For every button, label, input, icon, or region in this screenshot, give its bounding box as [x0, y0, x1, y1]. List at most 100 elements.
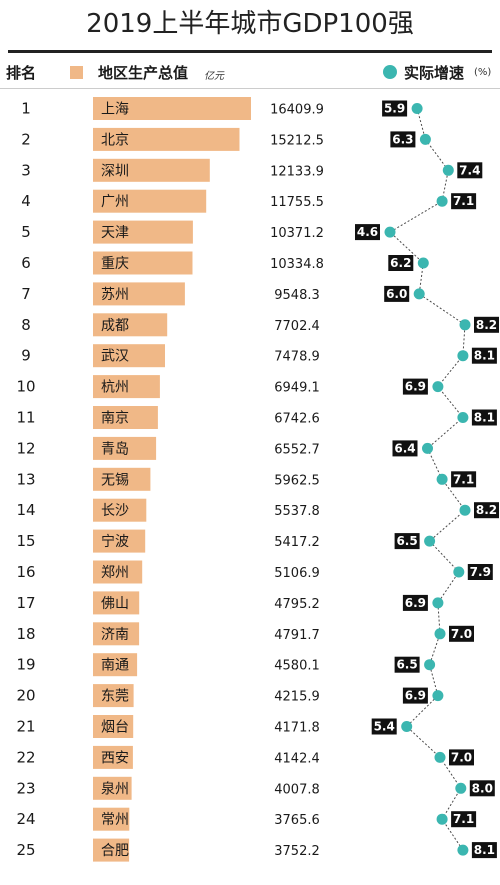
growth-value-label: 7.1: [453, 194, 474, 208]
growth-value-label: 6.2: [390, 256, 411, 270]
city-label: 东莞: [101, 689, 129, 705]
growth-value-label: 7.4: [459, 163, 480, 177]
growth-value-badge: [474, 502, 499, 519]
rank-label: 18: [16, 625, 35, 643]
rank-label: 1: [21, 100, 31, 118]
rank-label: 12: [16, 439, 35, 457]
gdp-value-label: 15212.5: [270, 133, 324, 148]
city-label: 泉州: [101, 780, 129, 797]
growth-value-badge: [451, 811, 477, 828]
growth-value-label: 6.5: [396, 658, 417, 672]
header-rule: [0, 88, 500, 89]
gdp-value-label: 12133.9: [270, 164, 324, 179]
rank-label: 22: [16, 748, 35, 766]
rank-label: 14: [16, 501, 35, 519]
gdp-bar: [93, 97, 251, 120]
city-label: 成都: [101, 318, 129, 334]
gdp-bar: [93, 158, 210, 182]
growth-value-badge: [402, 687, 428, 704]
city-label: 深圳: [101, 163, 129, 179]
gdp-bar: [93, 313, 168, 337]
rank-label: 20: [16, 687, 35, 705]
growth-dot: [436, 813, 448, 825]
city-label: 长沙: [101, 503, 129, 519]
rank-label: 16: [16, 563, 35, 581]
gdp-bar: [93, 498, 147, 522]
gdp-value-label: 4580.1: [274, 659, 320, 674]
growth-value-label: 8.2: [476, 318, 497, 332]
gdp-bar: [93, 715, 134, 738]
rank-label: 6: [21, 254, 31, 272]
growth-dot: [436, 473, 448, 485]
growth-value-label: 6.9: [405, 380, 426, 394]
gdp-value-label: 6552.7: [274, 442, 320, 457]
city-label: 重庆: [101, 256, 129, 272]
gdp-unit-label: 亿元: [204, 71, 224, 82]
gdp-value-label: 5537.8: [274, 504, 320, 519]
growth-value-badge: [355, 224, 380, 241]
growth-dot: [434, 628, 446, 640]
growth-dot: [424, 535, 436, 547]
growth-value-badge: [457, 162, 483, 179]
growth-dot: [459, 319, 471, 331]
growth-dot: [453, 566, 465, 578]
gdp-bar: [93, 406, 158, 429]
growth-value-label: 8.1: [474, 411, 495, 425]
rank-label: 4: [21, 192, 31, 210]
title-rule: [8, 50, 492, 53]
growth-dot: [422, 442, 433, 454]
growth-dot: [455, 782, 467, 794]
growth-value-badge: [394, 533, 420, 550]
growth-dot: [413, 288, 425, 300]
city-label: 常州: [101, 812, 129, 828]
growth-value-badge: [449, 749, 474, 766]
growth-dot: [424, 659, 436, 671]
rank-label: 10: [16, 378, 35, 396]
city-label: 苏州: [101, 287, 129, 303]
growth-value-label: 6.9: [405, 689, 426, 703]
gdp-value-label: 6742.6: [274, 412, 320, 427]
rank-label: 11: [16, 409, 35, 427]
gdp-value-label: 7478.9: [274, 350, 320, 365]
growth-value-label: 8.1: [474, 843, 495, 857]
growth-value-label: 8.2: [476, 503, 497, 517]
growth-value-label: 5.4: [374, 720, 395, 734]
growth-value-label: 6.3: [392, 132, 413, 146]
growth-value-label: 6.9: [405, 596, 426, 610]
gdp-value-label: 4171.8: [274, 721, 320, 736]
growth-value-badge: [469, 780, 495, 797]
growth-value-badge: [394, 656, 420, 673]
city-label: 上海: [101, 102, 129, 118]
gdp-bar: [93, 220, 193, 244]
gdp-value-label: 16409.9: [270, 103, 324, 118]
gdp-legend-label: 地区生产总值: [98, 64, 189, 82]
growth-value-badge: [390, 131, 416, 148]
growth-dot: [417, 257, 429, 269]
growth-value-label: 7.0: [451, 750, 472, 764]
gdp-bar: [93, 282, 185, 306]
gdp-bar: [93, 251, 193, 275]
growth-value-label: 7.1: [453, 472, 474, 486]
gdp-bar: [93, 436, 157, 460]
growth-value-badge: [388, 255, 414, 271]
gdp-bar: [93, 838, 130, 862]
growth-dot: [436, 195, 448, 207]
rank-label: 24: [16, 810, 35, 828]
city-label: 无锡: [101, 472, 129, 488]
city-label: 济南: [101, 627, 129, 643]
city-label: 天津: [101, 225, 129, 241]
gdp-value-label: 4795.2: [274, 597, 320, 612]
city-label: 烟台: [101, 720, 129, 736]
growth-dot: [434, 751, 446, 763]
gdp-value-label: 3752.2: [274, 844, 320, 859]
rank-label: 19: [16, 656, 35, 674]
growth-dot: [459, 504, 471, 516]
growth-value-label: 8.1: [474, 349, 495, 363]
rank-label: 21: [16, 718, 35, 736]
gdp-bar: [93, 807, 130, 831]
city-label: 青岛: [101, 441, 129, 457]
growth-dot: [401, 721, 413, 732]
growth-value-label: 6.5: [396, 534, 417, 548]
growth-dot: [419, 133, 431, 145]
